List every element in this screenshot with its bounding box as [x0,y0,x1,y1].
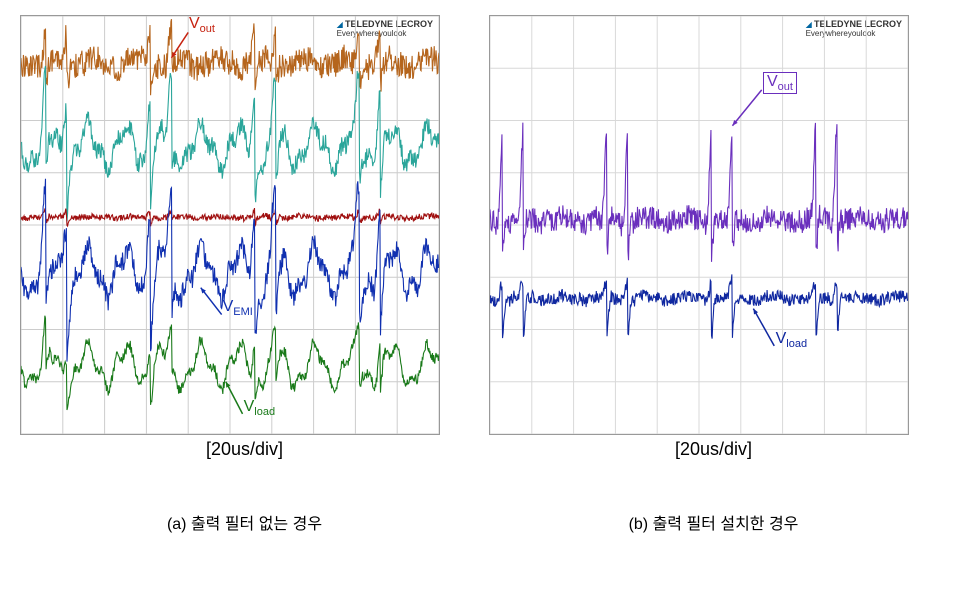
caption-b: (b) 출력 필터 설치한 경우 [489,510,938,534]
oscilloscope-screen-b: ◢ TELEDYNE LECROY Everywhereyoulook Vout… [489,15,909,435]
annotations [490,16,908,434]
panel-a: [3.8V/div] ◢ TELEDYNE LECROY Everywherey… [20,15,469,460]
oscilloscope-screen-a: ◢ TELEDYNE LECROY Everywhereyoulook Vout… [20,15,440,435]
xlabel-b: [20us/div] [489,439,938,460]
caption-a: (a) 출력 필터 없는 경우 [20,510,469,534]
panel-b: [3.8V/div] ◢ TELEDYNE LECROY Everywherey… [489,15,938,460]
figure-container: [3.8V/div] ◢ TELEDYNE LECROY Everywherey… [0,0,958,470]
captions-row: (a) 출력 필터 없는 경우 (b) 출력 필터 설치한 경우 [0,470,958,534]
xlabel-a: [20us/div] [20,439,469,460]
annotations [21,16,439,434]
